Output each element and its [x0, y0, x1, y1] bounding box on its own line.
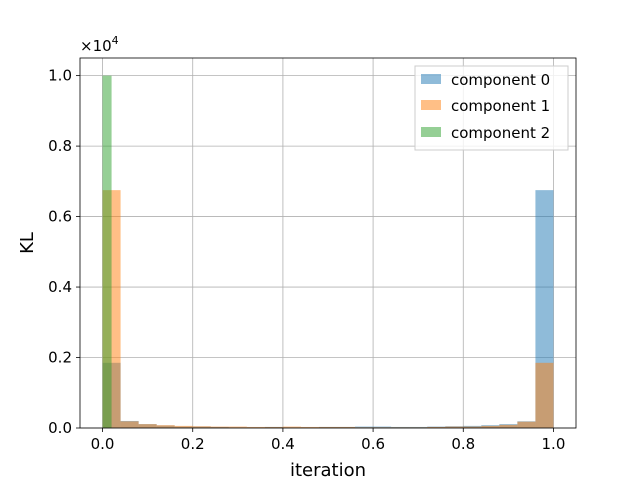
bar-component-1 — [192, 426, 211, 428]
x-tick-label: 0.2 — [181, 435, 205, 453]
y-tick-label: 0.0 — [48, 419, 72, 437]
y-tick-label: 0.4 — [48, 278, 72, 296]
y-tick-label: 0.6 — [48, 208, 72, 226]
bar-component-1 — [427, 426, 446, 428]
bar-component-1 — [246, 426, 265, 428]
bar-component-1 — [445, 426, 464, 428]
legend: component 0 component 1 component 2 — [414, 65, 569, 151]
legend-label-component-2: component 2 — [451, 124, 550, 142]
legend-swatch-component-0 — [421, 74, 441, 84]
y-axis-label: KL — [17, 232, 38, 254]
bar-component-1 — [120, 421, 139, 428]
bar-component-1 — [156, 425, 175, 428]
plot-frame — [79, 57, 577, 429]
bar-component-1 — [138, 424, 157, 428]
legend-swatch-component-1 — [421, 100, 441, 110]
bar-component-1 — [210, 426, 229, 428]
y-offset-label: ×104 — [80, 34, 119, 55]
x-tick-label: 0.6 — [361, 435, 385, 453]
y-tick-label: 1.0 — [48, 67, 72, 85]
x-tick-label: 0.4 — [271, 435, 295, 453]
x-axis-label: iteration — [290, 460, 366, 480]
bars — [102, 75, 554, 428]
bar-component-1 — [463, 426, 482, 428]
ticks: 0.0 0.2 0.4 0.6 0.8 1.0 0.0 0.2 0.4 0.6 0.8 1.0 — [48, 67, 565, 453]
bar-component-2 — [102, 75, 112, 428]
y-tick-label: 0.2 — [48, 349, 72, 367]
bar-component-1 — [300, 426, 319, 428]
bar-component-1 — [499, 424, 518, 428]
bar-component-1 — [318, 426, 338, 428]
bar-component-1 — [228, 426, 247, 428]
legend-swatch-component-2 — [421, 127, 441, 137]
bar-component-1 — [535, 362, 554, 428]
legend-label-component-1: component 1 — [451, 97, 550, 115]
bar-component-1 — [174, 425, 193, 428]
x-tick-label: 0.8 — [451, 435, 475, 453]
bar-component-1 — [264, 426, 283, 428]
bar-component-1 — [517, 421, 536, 428]
legend-label-component-0: component 0 — [451, 71, 550, 89]
bar-component-1 — [337, 426, 356, 428]
bar-component-1 — [481, 425, 500, 428]
x-tick-label: 1.0 — [542, 435, 566, 453]
bar-component-1 — [282, 426, 301, 428]
y-tick-label: 0.8 — [48, 137, 72, 155]
x-tick-label: 0.0 — [91, 435, 115, 453]
